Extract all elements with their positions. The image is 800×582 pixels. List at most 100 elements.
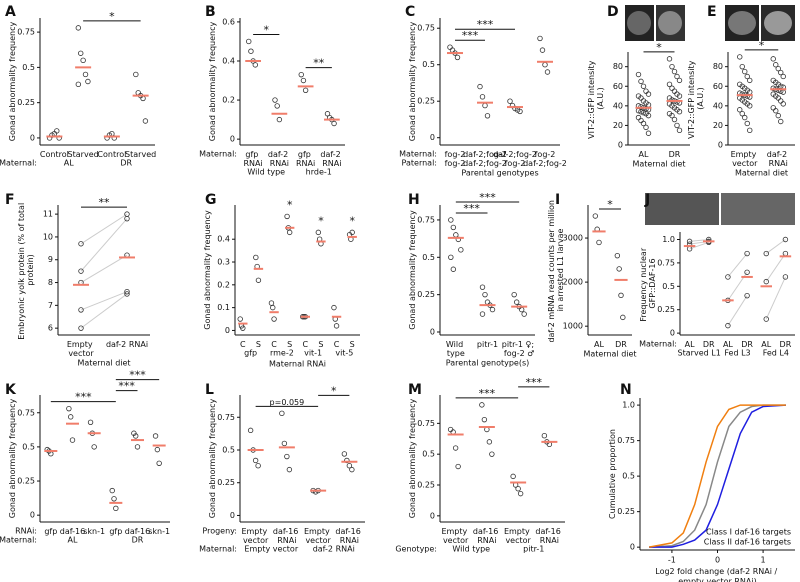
data-point [671, 116, 678, 123]
y-axis-label: VIT-2::GFP intensity (A.U.) [587, 58, 605, 139]
panel-letter: C [405, 4, 415, 20]
x-tick-label: pitr-1 [477, 340, 498, 349]
data-point [676, 93, 683, 99]
y-tick-label: 0.1 [217, 303, 230, 312]
data-point [481, 416, 488, 423]
x-tick-label: DR [615, 340, 627, 349]
data-point [315, 229, 322, 236]
row-title: Maternal: [0, 536, 37, 545]
span-label: Wild type [452, 545, 490, 554]
y-tick-label: 0.5 [22, 442, 35, 451]
span-label: gfp [244, 349, 257, 358]
data-point [674, 73, 680, 80]
pair-line [80, 293, 128, 329]
significance-label: *** [75, 391, 92, 404]
y-tick-label: 0.25 [17, 477, 35, 486]
x-axis-label: Maternal diet [632, 160, 685, 169]
data-point [780, 73, 786, 80]
legend-entry: Class I daf-16 targets [706, 528, 791, 537]
x-tick-label: daf-2 RNAi [767, 150, 790, 168]
data-point [132, 433, 139, 439]
span-label: vit-5 [335, 349, 353, 358]
y-tick-label: 0 [718, 141, 723, 150]
data-point [638, 109, 644, 115]
data-point [640, 83, 647, 89]
data-point [744, 250, 750, 257]
data-point [447, 44, 453, 50]
data-point [676, 77, 683, 84]
x-tick-label: daf-2 RNAi [106, 340, 148, 349]
y-tick-label: 0.25 [17, 98, 35, 107]
span-label: pitr-1 [523, 545, 544, 554]
data-point [773, 62, 779, 68]
data-point [539, 47, 546, 53]
data-point [643, 124, 649, 131]
data-point [537, 35, 543, 42]
data-point [82, 71, 89, 78]
y-tick-label: 0.5 [422, 253, 435, 262]
y-tick-label: 6 [48, 324, 53, 333]
micrograph-embryo [728, 11, 756, 35]
data-point [246, 38, 252, 45]
data-point [614, 252, 621, 259]
x-tick-label: DR [741, 340, 753, 349]
data-point [78, 307, 84, 313]
data-point [78, 241, 84, 247]
data-point [253, 254, 259, 261]
x-tick-label: fog-2 [535, 150, 556, 159]
y-tick-label: 60 [713, 82, 723, 91]
data-point [640, 120, 647, 127]
legend-entry: Class II daf-16 targets [704, 538, 791, 547]
x-tick-label: fog-2 [505, 159, 526, 168]
y-label-group: Gonad abnormality frequency [8, 22, 17, 142]
y-axis-label: Gonad abnormality frequency [8, 399, 17, 519]
data-point [341, 451, 348, 457]
y-axis-label: Gonad abnormality frequency [208, 22, 217, 142]
significance-label: * [331, 384, 337, 397]
data-point [739, 110, 745, 117]
data-point [458, 247, 464, 253]
x-tick-label: S [350, 340, 355, 349]
panel-letter: M [408, 382, 422, 398]
data-point [620, 314, 626, 321]
x-axis-label: Maternal diet [583, 350, 636, 359]
y-tick-label: 0.75 [17, 28, 35, 37]
y-tick-label: 1.0 [622, 401, 635, 410]
data-point [333, 323, 340, 329]
data-point [274, 103, 280, 109]
y-tick-label: 11 [43, 210, 53, 219]
y-tick-label: 0 [30, 133, 35, 142]
y-axis-label: Gonad abnormality frequency [408, 399, 417, 519]
data-point [268, 300, 275, 306]
data-point [482, 291, 488, 298]
x-tick-label: Empty vector [67, 340, 95, 358]
data-point [517, 108, 523, 115]
data-point [78, 325, 84, 331]
data-point [744, 120, 750, 127]
panel-letter: B [205, 4, 216, 20]
data-point [669, 63, 675, 70]
data-point [676, 127, 683, 134]
data-point [450, 266, 457, 272]
x-axis-label: Maternal RNAi [269, 360, 326, 369]
x-tick-label: C [240, 340, 246, 349]
data-point [286, 229, 293, 236]
data-point [78, 268, 84, 274]
y-tick-label: 0.25 [417, 290, 435, 299]
data-point [448, 217, 454, 223]
row-title: Genotype: [395, 545, 437, 554]
x-tick-label: fog-2 [445, 150, 466, 159]
pair-line [765, 276, 786, 320]
x-tick-label: C [303, 340, 309, 349]
y-tick-label: 0.75 [657, 258, 675, 267]
y-tick-label: 0.4 [222, 56, 235, 65]
data-point [775, 112, 781, 119]
y-tick-label: 0 [670, 329, 675, 338]
data-point [747, 77, 753, 84]
y-tick-label: 1000 [563, 322, 583, 331]
x-tick-label: AL [639, 150, 649, 159]
y-tick-label: 0 [430, 133, 435, 142]
data-point [479, 402, 485, 408]
panel-letter: A [5, 4, 16, 20]
